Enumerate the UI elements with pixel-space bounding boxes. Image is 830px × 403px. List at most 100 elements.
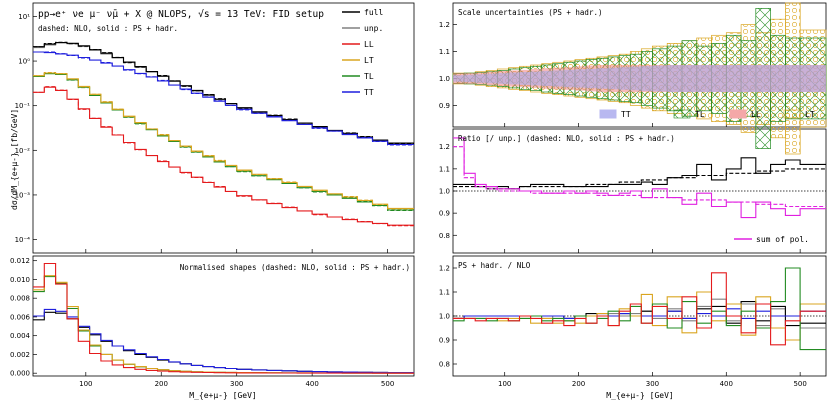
main-TT-nlo-line [33, 51, 414, 146]
scale-ytick-label-3: 1.2 [439, 21, 450, 29]
main-legend: full unp. LL LT TL TT [342, 8, 383, 97]
ratio-plot: 0.8 0.9 1.0 1.1 1.2 [439, 137, 826, 253]
shapes-plot: 0.000 0.002 0.004 0.006 0.008 0.010 0.012 100 20… [10, 257, 414, 388]
shapes_LT-line [33, 275, 414, 374]
pshadr-xtick-label-4: 500 [793, 380, 806, 388]
main-ylabel: dσ/dM_{e+μ-} [fb/GeV] [10, 109, 19, 210]
pshadr-xtick-label-1: 200 [572, 380, 585, 388]
legend-LT: LT [364, 56, 374, 65]
scale-TT-bin-4 [497, 73, 509, 84]
shapes_TL-line [33, 276, 414, 374]
main-ytick-label-0: 10¹ [18, 13, 30, 21]
scale-TT-bin-17 [641, 66, 653, 91]
legend-TT: TT [364, 88, 374, 97]
scale-TT-bin-22 [711, 65, 727, 92]
ratio-sum-line [453, 137, 826, 219]
shapes-ytick-label-5: 0.010 [10, 276, 30, 284]
main-ytick-label-1: 10⁰ [18, 58, 30, 66]
legend-full: full [364, 8, 383, 17]
shapes-ytick-label-3: 0.006 [10, 313, 31, 321]
main-LT-line [33, 72, 414, 209]
scale-TT-bin-1 [464, 74, 476, 83]
main-ytick-label-4: 10⁻³ [15, 191, 31, 199]
pshadr-ytick-label-4: 1.2 [439, 265, 450, 273]
scale-TT-bin-6 [519, 72, 531, 85]
ratio-ytick-label-4: 1.2 [439, 143, 450, 151]
shapes-ytick-label-0: 0.000 [10, 370, 30, 378]
ratio-ytick-label-0: 0.8 [439, 232, 450, 240]
scale-TT-bin-18 [652, 65, 668, 92]
scale-TT-bin-8 [541, 70, 553, 86]
shapes-xtick-label-3: 400 [305, 380, 318, 388]
ratio-title: Ratio [/ unp.] (dashed: NLO, solid : PS … [458, 134, 675, 143]
main-note: dashed: NLO, solid : PS + hadr. [38, 24, 178, 33]
main-ytick-label-5: 10⁻⁴ [15, 236, 31, 244]
scale-TT-bin-27 [785, 65, 801, 92]
scale-TT-bin-11 [574, 69, 586, 88]
main-LL-nlo-line [33, 86, 414, 227]
shapes_LL-line [33, 262, 414, 374]
scale-TT-bin-13 [597, 68, 609, 89]
shapes-xtick-label-0: 100 [79, 380, 92, 388]
shapes-xlabel: M_{e+μ-} [GeV] [189, 391, 256, 400]
pshadr-title: PS + hadr. / NLO [458, 261, 531, 270]
ratio-ytick-label-1: 0.9 [439, 210, 450, 218]
scale-TT-bin-9 [552, 70, 564, 87]
shapes-ytick-label-2: 0.004 [10, 332, 31, 340]
scale-TT-bin-16 [630, 66, 642, 91]
scale-TT-bin-2 [475, 74, 487, 83]
ratio-full-line [453, 157, 826, 190]
psh_LL-line [453, 272, 826, 346]
scale-ytick-label-2: 1.1 [439, 48, 450, 56]
pshadr-ytick-label-3: 1.1 [439, 289, 450, 297]
scale-legend-TL: TL [695, 110, 705, 119]
pshadr-ytick-label-1: 0.9 [439, 337, 450, 345]
scale-TT-bin-21 [696, 65, 712, 92]
scale-TT-bin-28 [800, 65, 826, 92]
scale-TT-bin-26 [770, 65, 786, 92]
scale-ytick-label-1: 1.0 [439, 75, 450, 83]
scale-legend: TT TL LL LT [599, 109, 815, 119]
scale-TT-bin-14 [608, 67, 620, 90]
scale-plot: 0.9 1.0 1.1 1.2 [439, 2, 827, 155]
pshadr-xtick-label-2: 300 [646, 380, 659, 388]
shapes-xtick-label-1: 200 [155, 380, 168, 388]
main-ytick-label-2: 10⁻¹ [15, 102, 31, 110]
pshadr-plot: 0.8 0.9 1.0 1.1 1.2 100 200 300 400 500 [439, 265, 826, 388]
legend-LL: LL [364, 40, 374, 49]
scale-TT-bin-0 [453, 75, 465, 82]
scale-TT-bin-7 [530, 71, 542, 86]
scale-TT-bin-15 [619, 67, 631, 90]
shapes-xtick-label-2: 300 [230, 380, 243, 388]
main-ytick-label-3: 10⁻² [15, 147, 31, 155]
legend-unp: unp. [364, 24, 383, 33]
figure-title: pp→e⁺ νe μ⁻ ν̄μ + X @ NLOPS, √s = 13 TeV… [38, 9, 324, 20]
scale-TT-bin-25 [755, 65, 771, 92]
ratio-ytick-label-3: 1.1 [439, 165, 450, 173]
panel-shapes-frame [32, 255, 415, 377]
scale-TT-bin-23 [726, 65, 742, 92]
scale-legend-TT: TT [621, 110, 631, 119]
pshadr-xtick-label-3: 400 [720, 380, 733, 388]
scale-TT-bin-20 [682, 65, 697, 92]
pshadr-xtick-label-0: 100 [498, 380, 511, 388]
legend-TL: TL [364, 72, 374, 81]
main-TT-line [33, 51, 414, 146]
main-LT-nlo-line [33, 72, 414, 210]
scale-legend-LL: LL [751, 110, 761, 119]
scale-legend-LT: LT [805, 110, 815, 119]
scale-ytick-label-0: 0.9 [439, 102, 450, 110]
scale-TT-bin-24 [741, 65, 756, 92]
main-LL-line [33, 86, 414, 226]
scale-TT-bin-5 [508, 72, 520, 85]
main-plot: 10¹ 10⁰ 10⁻¹ 10⁻² 10⁻³ 10⁻⁴ [15, 13, 414, 253]
scale-TT-bin-19 [667, 65, 682, 92]
ratio-ytick-label-2: 1.0 [439, 188, 450, 196]
ratio-sum-nlo-line [453, 146, 826, 208]
shapes-xtick-label-4: 500 [381, 380, 394, 388]
shapes-ytick-label-4: 0.008 [10, 295, 30, 303]
shapes-title: Normalised shapes (dashed: NLO, solid : … [180, 263, 410, 272]
pshadr-xlabel: M_{e+μ-} [GeV] [606, 391, 673, 400]
pshadr-ytick-label-0: 0.8 [439, 361, 450, 369]
